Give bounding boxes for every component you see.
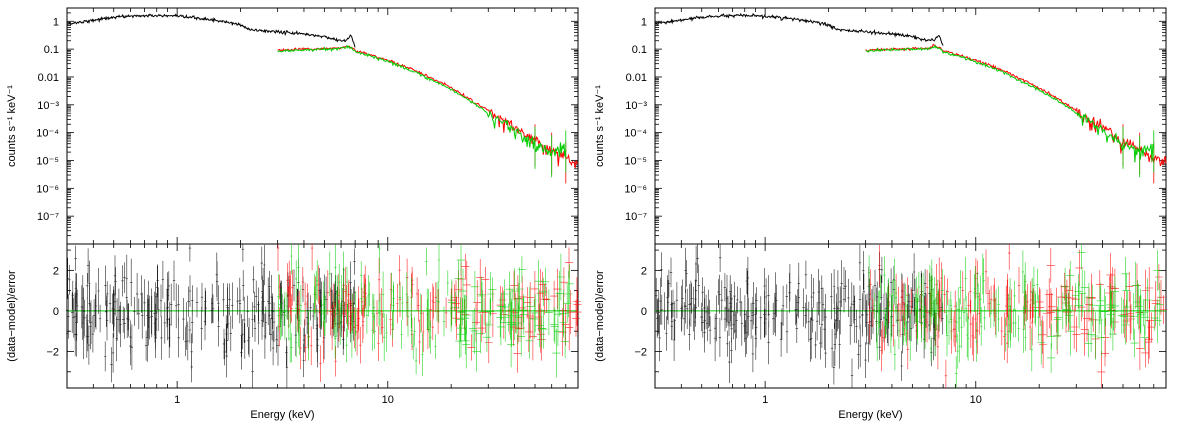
x-axis-label: Energy (keV) [250, 409, 314, 421]
top-y-tick-label: 1 [53, 16, 59, 28]
bottom-y-tick-label: 2 [53, 265, 59, 277]
bottom-y-tick-label: −2 [634, 346, 647, 358]
top-y-tick-label: 1 [641, 16, 647, 28]
x-tick-label: 10 [382, 394, 394, 406]
bottom-plot-frame [654, 243, 1167, 389]
spectrum-green [865, 44, 1155, 163]
bottom-y-ticks: 2 0 −2 [46, 249, 578, 373]
x-tick-label: 10 [970, 394, 982, 406]
spectrum-red [865, 43, 1167, 167]
bottom-y-tick-label: 0 [53, 306, 59, 318]
top-y-tick-label: 10⁻⁷ [625, 211, 647, 223]
x-axis-label: Energy (keV) [838, 409, 902, 421]
top-y-ticks: 1 0.1 0.01 10⁻³ 10⁻⁴ 10⁻⁵ 10⁻⁶ 10⁻⁷ [624, 7, 1166, 245]
top-y-tick-label: 10⁻⁶ [624, 183, 647, 195]
spectrum-black [66, 13, 356, 48]
top-y-ticks: 1 0.1 0.01 10⁻³ 10⁻⁴ 10⁻⁵ 10⁻⁶ 10⁻⁷ [36, 7, 578, 245]
x-ticks: 1 10 [66, 8, 579, 406]
spectrum-green [277, 44, 567, 157]
top-y-tick-label: 10⁻⁴ [624, 128, 647, 140]
bottom-y-tick-label: 2 [641, 265, 647, 277]
residuals-green [277, 244, 574, 378]
residuals-black [65, 244, 356, 388]
bottom-y-axis-label: (data−model)/error [6, 270, 18, 362]
top-series [66, 13, 579, 184]
residual-series [655, 244, 1168, 388]
top-y-tick-label: 0.01 [626, 72, 647, 84]
top-y-tick-label: 10⁻³ [37, 100, 59, 112]
panel-left: 1 0.1 0.01 10⁻³ 10⁻⁴ 10⁻⁵ 10⁻⁶ 10⁻⁷ 2 0 −2 1 10 co… [6, 7, 582, 421]
top-y-tick-label: 0.1 [44, 44, 59, 56]
top-y-tick-label: 0.01 [38, 72, 59, 84]
x-tick-label: 1 [762, 394, 768, 406]
top-y-tick-label: 10⁻⁴ [36, 128, 59, 140]
spectrum-black [655, 12, 944, 46]
x-ticks: 1 10 [654, 8, 1167, 406]
bottom-y-tick-label: −2 [46, 346, 59, 358]
top-y-tick-label: 10⁻⁵ [624, 155, 647, 167]
spectrum-red [277, 45, 579, 169]
bottom-y-tick-label: 0 [641, 306, 647, 318]
bottom-y-axis-label: (data−model)/error [594, 270, 606, 362]
top-y-axis-label: counts s⁻¹ keV⁻¹ [594, 85, 606, 167]
top-y-tick-label: 10⁻⁷ [37, 211, 59, 223]
top-plot-frame [66, 7, 579, 245]
top-y-tick-label: 10⁻⁵ [36, 155, 59, 167]
x-tick-label: 1 [174, 394, 180, 406]
top-y-tick-label: 0.1 [632, 44, 647, 56]
top-y-tick-label: 10⁻⁶ [36, 183, 59, 195]
top-y-tick-label: 10⁻³ [625, 100, 647, 112]
panel-right: 1 0.1 0.01 10⁻³ 10⁻⁴ 10⁻⁵ 10⁻⁶ 10⁻⁷ 2 0 −2 1 10 co… [594, 7, 1168, 421]
top-y-axis-label: counts s⁻¹ keV⁻¹ [6, 85, 18, 167]
residuals-green [867, 244, 1164, 388]
top-series [655, 12, 1167, 184]
residual-series [65, 244, 582, 388]
